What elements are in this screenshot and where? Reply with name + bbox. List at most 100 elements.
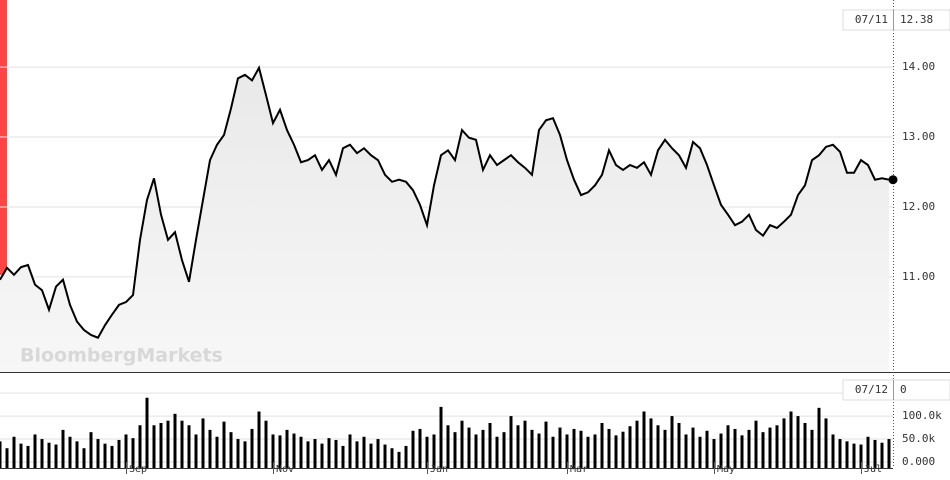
volume-bar	[859, 444, 863, 468]
volume-bar	[887, 439, 891, 468]
volume-bar	[369, 443, 373, 468]
volume-bar	[180, 420, 184, 468]
volume-bar	[215, 436, 219, 468]
volume-bar	[866, 436, 870, 468]
volume-bar	[544, 421, 548, 468]
volume-bar	[243, 441, 247, 468]
volume-bar	[250, 428, 254, 468]
last-date: 07/11	[855, 13, 888, 26]
volume-bar	[187, 425, 191, 468]
volume-bar	[313, 439, 317, 468]
volume-bar	[5, 448, 9, 468]
volume-bar	[33, 434, 37, 468]
volume-bar	[719, 433, 723, 468]
volume-bar	[110, 445, 114, 468]
volume-bar	[726, 425, 730, 468]
watermark: BloombergMarkets	[20, 345, 223, 367]
volume-bar	[26, 445, 30, 468]
volume-bar	[740, 435, 744, 468]
volume-bar	[523, 420, 527, 468]
y-tick-label: 11.00	[902, 270, 935, 283]
volume-bar	[194, 434, 198, 468]
volume-bar	[40, 439, 44, 468]
volume-bar	[0, 441, 2, 468]
volume-bar	[201, 418, 205, 468]
volume-bar	[880, 442, 884, 468]
volume-bar	[131, 438, 135, 468]
volume-bar	[54, 444, 58, 468]
volume-bar	[446, 425, 450, 468]
last-value: 0	[900, 383, 907, 396]
volume-bar	[173, 413, 177, 468]
volume-bar	[705, 430, 709, 468]
volume-bar	[474, 434, 478, 468]
volume-bar	[278, 435, 282, 468]
volume-bar	[47, 442, 51, 468]
volume-bar	[292, 433, 296, 468]
volume-bar	[425, 436, 429, 468]
volume-bar	[348, 434, 352, 468]
volume-bar	[621, 431, 625, 468]
volume-bar	[509, 416, 513, 468]
volume-bar	[96, 439, 100, 468]
volume-bar	[145, 397, 149, 468]
volume-bar	[593, 434, 597, 468]
volume-bar	[320, 443, 324, 468]
x-tick-label: Mar	[570, 464, 588, 475]
volume-bar	[334, 439, 338, 468]
volume-bar	[285, 429, 289, 468]
volume-bar	[635, 420, 639, 468]
volume-bar	[117, 439, 121, 468]
volume-bar	[754, 420, 758, 468]
volume-bar	[698, 436, 702, 468]
price-area	[0, 67, 889, 373]
last-point	[888, 175, 898, 185]
volume-bar	[124, 434, 128, 468]
volume-bar	[796, 416, 800, 468]
volume-bar	[19, 443, 23, 468]
x-tick-label: Sep	[129, 464, 147, 475]
volume-bar	[677, 422, 681, 468]
volume-bar	[572, 428, 576, 468]
volume-bar	[803, 422, 807, 468]
x-tick-label: May	[717, 464, 735, 475]
volume-bar	[824, 418, 828, 468]
y-tick-label: 14.00	[902, 60, 935, 73]
volume-bar	[264, 420, 268, 468]
volume-bar	[656, 425, 660, 468]
last-date: 07/12	[855, 383, 888, 396]
volume-bar	[761, 432, 765, 468]
volume-bar	[68, 436, 72, 468]
volume-bar	[166, 420, 170, 468]
y-tick-label: 0.000	[902, 455, 935, 468]
volume-bar	[747, 429, 751, 468]
volume-bar	[845, 441, 849, 468]
y-tick-label: 13.00	[902, 130, 935, 143]
y-tick-label: 100.0k	[902, 409, 942, 422]
volume-bar	[103, 443, 107, 468]
volume-bar	[12, 436, 16, 468]
volume-bar	[789, 411, 793, 468]
last-value: 12.38	[900, 13, 933, 26]
volume-bar	[782, 418, 786, 468]
volume-bar	[411, 430, 415, 468]
volume-bar	[236, 439, 240, 468]
volume-bar	[229, 432, 233, 468]
volume-bar	[222, 421, 226, 468]
volume-bar	[432, 434, 436, 468]
volume-bar	[607, 428, 611, 468]
volume-bar	[75, 441, 79, 468]
volume-bar	[502, 432, 506, 468]
volume-bar	[299, 436, 303, 468]
volume-bar	[89, 432, 93, 468]
volume-bar	[663, 429, 667, 468]
volume-bar	[61, 429, 65, 468]
volume-bar	[152, 425, 156, 468]
volume-bar	[614, 435, 618, 468]
volume-bar	[670, 416, 674, 468]
last-box	[842, 9, 950, 31]
volume-bar	[775, 425, 779, 468]
volume-bar	[733, 428, 737, 468]
x-tick-label: Nov	[276, 464, 294, 475]
volume-bar	[579, 430, 583, 468]
